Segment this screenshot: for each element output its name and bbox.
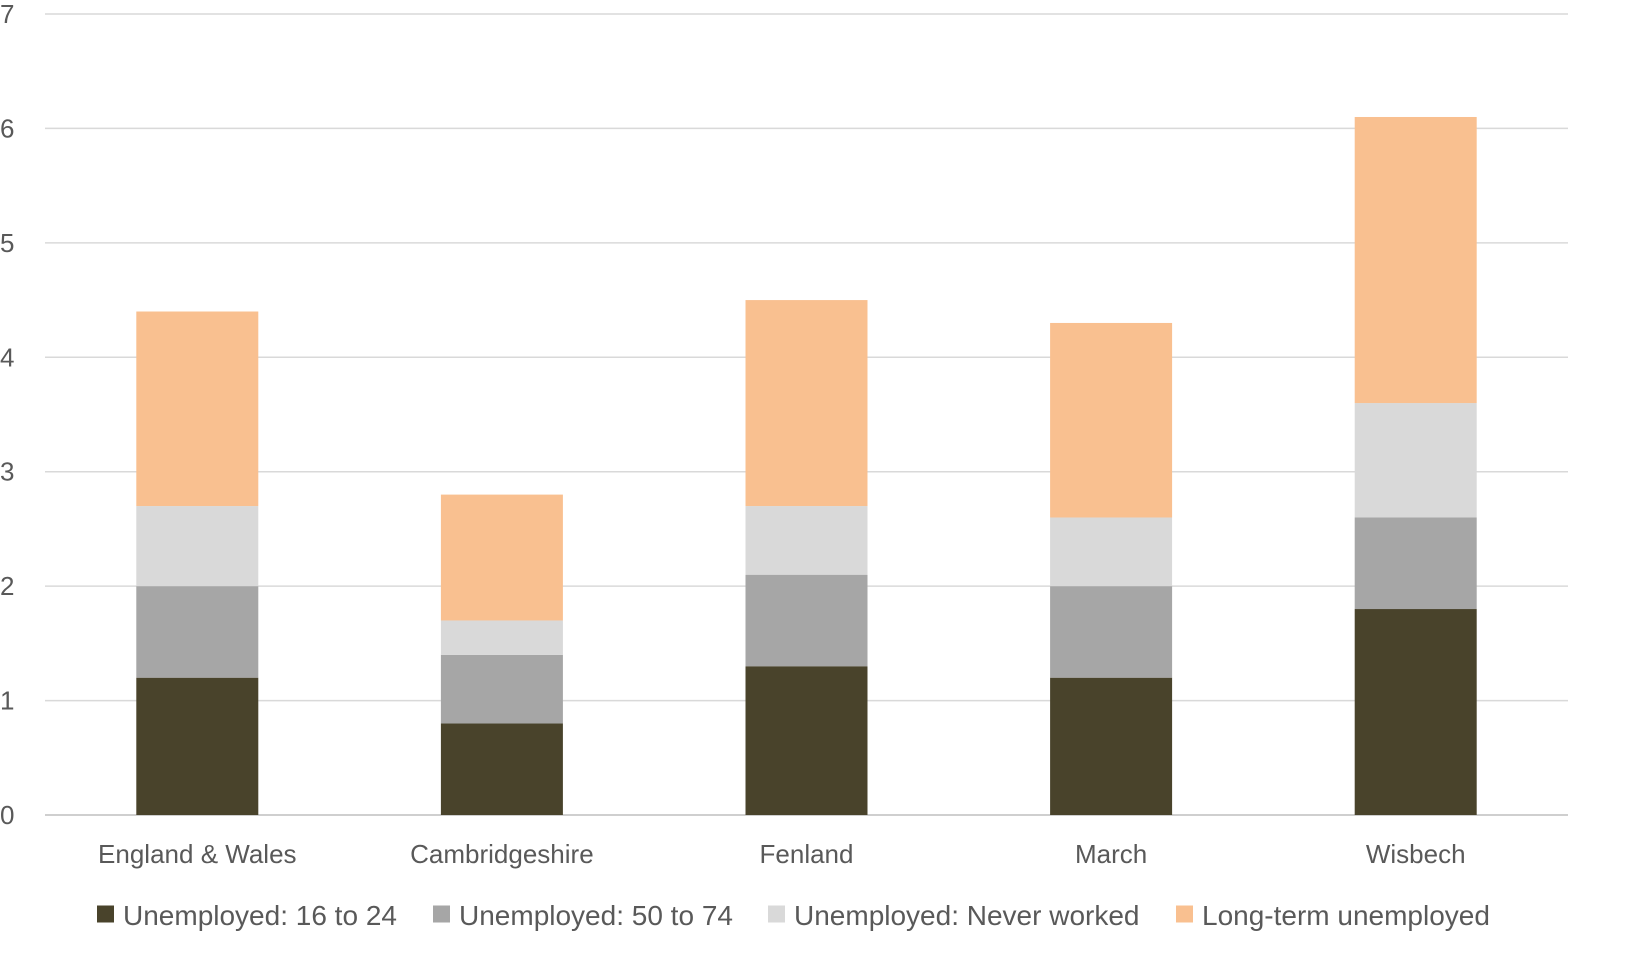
y-tick-label: 5 [0, 228, 14, 258]
x-tick-label: Cambridgeshire [410, 839, 594, 869]
legend: Unemployed: 16 to 24 Unemployed: 50 to 74… [97, 900, 1490, 931]
bar-segment [1050, 586, 1173, 678]
bar-segment [136, 586, 259, 678]
bar-series [136, 116, 1477, 815]
bar-segment [745, 666, 868, 815]
y-tick-label: 1 [0, 686, 14, 716]
y-tick-label: 6 [0, 113, 14, 143]
legend-label: Long-term unemployed [1202, 900, 1490, 931]
y-tick-label: 0 [0, 800, 14, 830]
x-tick-label: Fenland [760, 839, 854, 869]
bar-segment [745, 574, 868, 667]
bar-segment [1354, 517, 1477, 610]
bar-segment [745, 300, 868, 507]
legend-label: Unemployed: 16 to 24 [123, 900, 397, 931]
x-tick-label: England & Wales [98, 839, 296, 869]
y-tick-label: 3 [0, 457, 14, 487]
bar-segment [745, 506, 868, 575]
legend-swatch [433, 905, 450, 923]
bar-segment [1354, 403, 1477, 518]
y-tick-label: 4 [0, 342, 14, 372]
bar-segment [136, 311, 259, 507]
legend-label: Unemployed: Never worked [794, 900, 1140, 931]
x-tick-label: March [1075, 839, 1147, 869]
bar-segment [1050, 517, 1173, 587]
legend-swatch [1176, 905, 1193, 923]
bar-segment [440, 494, 563, 621]
legend-swatch [768, 905, 785, 923]
legend-swatch [97, 905, 114, 923]
bar-segment [1050, 322, 1173, 518]
bar-segment [440, 620, 563, 655]
bar-segment [1354, 609, 1477, 815]
y-tick-label: 2 [0, 571, 14, 601]
bar-segment [1354, 116, 1477, 404]
bar-segment [136, 677, 259, 815]
bar-segment [440, 654, 563, 724]
y-axis-tick-labels: 0 1 2 3 4 5 6 7 [0, 0, 14, 830]
y-tick-label: 7 [0, 0, 14, 29]
legend-label: Unemployed: 50 to 74 [459, 900, 733, 931]
bar-segment [136, 506, 259, 587]
bar-segment [1050, 677, 1173, 815]
bar-segment [440, 723, 563, 815]
x-tick-label: Wisbech [1366, 839, 1466, 869]
x-axis-tick-labels: England & Wales Cambridgeshire Fenland Marc… [98, 839, 1465, 869]
